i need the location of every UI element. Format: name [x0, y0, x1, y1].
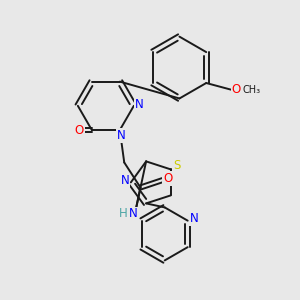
- Text: CH₃: CH₃: [243, 85, 261, 95]
- Text: S: S: [173, 159, 180, 172]
- Text: O: O: [232, 83, 241, 96]
- Text: N: N: [129, 208, 138, 220]
- Text: O: O: [75, 124, 84, 136]
- Text: N: N: [117, 129, 126, 142]
- Text: N: N: [135, 98, 143, 111]
- Text: H: H: [119, 208, 128, 220]
- Text: N: N: [121, 174, 129, 188]
- Text: O: O: [163, 172, 172, 185]
- Text: N: N: [190, 212, 199, 225]
